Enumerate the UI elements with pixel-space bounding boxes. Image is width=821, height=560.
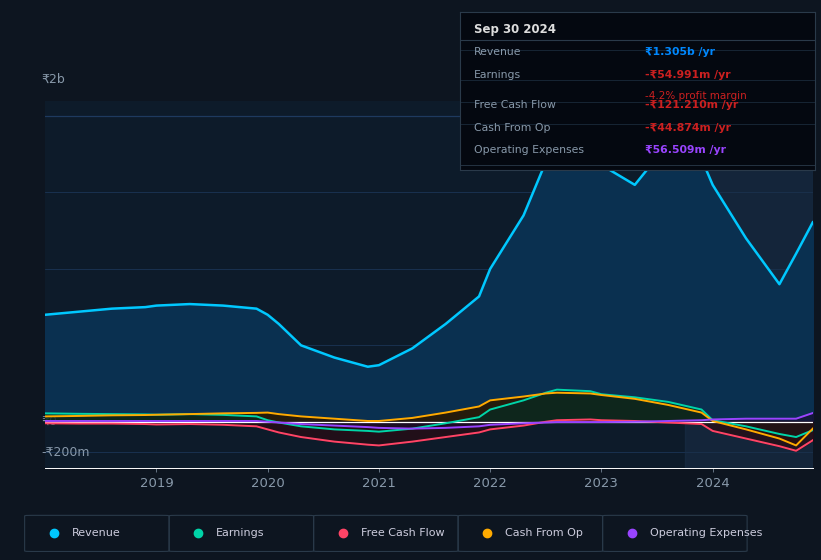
Text: Operating Expenses: Operating Expenses — [649, 529, 762, 538]
Text: Earnings: Earnings — [216, 529, 264, 538]
Text: Free Cash Flow: Free Cash Flow — [475, 100, 556, 110]
Text: Sep 30 2024: Sep 30 2024 — [475, 23, 556, 36]
Text: -₹54.991m /yr: -₹54.991m /yr — [644, 71, 730, 81]
Text: -4.2% profit margin: -4.2% profit margin — [644, 91, 746, 101]
Text: ₹2b: ₹2b — [41, 73, 65, 86]
Text: -₹121.210m /yr: -₹121.210m /yr — [644, 100, 738, 110]
Text: Cash From Op: Cash From Op — [505, 529, 583, 538]
Text: Operating Expenses: Operating Expenses — [475, 144, 585, 155]
Text: Revenue: Revenue — [475, 47, 521, 57]
Text: Revenue: Revenue — [71, 529, 121, 538]
Text: Earnings: Earnings — [475, 71, 521, 81]
Text: Cash From Op: Cash From Op — [475, 123, 551, 133]
Text: ₹1.305b /yr: ₹1.305b /yr — [644, 47, 714, 57]
Text: -₹44.874m /yr: -₹44.874m /yr — [644, 123, 731, 133]
Text: Free Cash Flow: Free Cash Flow — [360, 529, 444, 538]
Text: ₹0: ₹0 — [41, 416, 57, 428]
Text: ₹56.509m /yr: ₹56.509m /yr — [644, 144, 726, 155]
Bar — [685, 101, 813, 468]
Text: -₹200m: -₹200m — [41, 446, 89, 459]
